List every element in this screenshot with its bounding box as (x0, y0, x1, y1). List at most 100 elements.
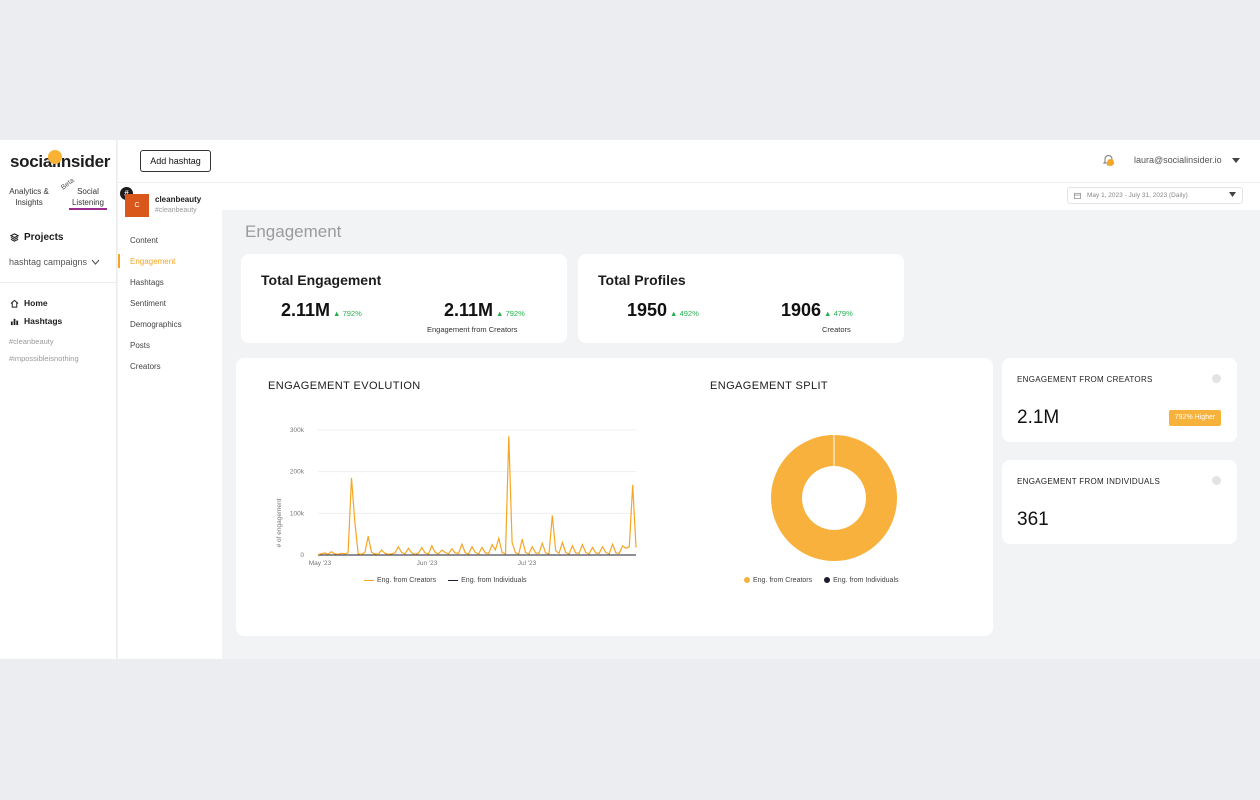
date-bar: May 1, 2023 - July 31, 2023 (Daily) (222, 183, 1260, 210)
campaign-select[interactable]: hashtag campaigns (9, 257, 100, 267)
subnav-engagement[interactable]: Engagement (130, 257, 176, 266)
sidebar-tag-cleanbeauty[interactable]: #cleanbeauty (9, 337, 54, 346)
engagement-charts-card: ENGAGEMENT EVOLUTION 0 100k 200k 300k May '… (236, 358, 993, 636)
legend-label: Eng. from Creators (753, 577, 813, 584)
series-line-creators (317, 436, 637, 556)
subnav-demographics[interactable]: Demographics (130, 320, 182, 329)
info-icon[interactable] (1212, 374, 1221, 383)
mode-analytics-insights[interactable]: Analytics & Insights (9, 187, 49, 207)
comparison-badge: 792% Higher (1169, 410, 1221, 426)
notification-badge (1107, 159, 1114, 166)
info-icon[interactable] (1212, 476, 1221, 485)
y-tick-labels: 0 100k 200k 300k (290, 427, 305, 559)
delta-value: 792% (342, 309, 362, 318)
kpi-individuals-card: ENGAGEMENT FROM INDIVIDUALS 361 (1002, 460, 1237, 544)
delta-value: 492% (679, 309, 699, 318)
user-menu[interactable]: laura@socialinsider.io (1134, 155, 1240, 165)
total-profiles-value: 1950 ▲ 492% (627, 300, 699, 321)
sidebar: socialinsider Analytics & Insights Beta … (0, 140, 117, 659)
kpi-value: 361 (1017, 509, 1049, 530)
campaign-select-value: hashtag campaigns (9, 257, 88, 267)
sidebar-item-label: Hashtags (24, 316, 63, 326)
kpi-value: 2.1M (1017, 407, 1060, 428)
top-bar: Add hashtag laura@socialinsider.io (118, 140, 1260, 183)
layers-icon (10, 233, 19, 242)
chevron-down-icon (91, 259, 100, 265)
calendar-icon (1074, 192, 1081, 199)
caret-down-icon (1231, 157, 1240, 163)
evolution-title: ENGAGEMENT EVOLUTION (268, 380, 421, 392)
kpi-title: ENGAGEMENT FROM INDIVIDUALS (1017, 477, 1161, 486)
hashtag-name: cleanbeauty (155, 195, 202, 204)
evolution-legend: Eng. from Creators Eng. from Individuals (364, 577, 527, 584)
logo-mark-icon (48, 150, 62, 164)
creators-engagement-label: Engagement from Creators (427, 325, 518, 334)
sidebar-item-hashtags[interactable]: Hashtags (10, 316, 62, 326)
subnav-sentiment[interactable]: Sentiment (130, 299, 167, 308)
stat-value: 2.11M (444, 300, 494, 320)
stat-value: 2.11M (281, 300, 331, 320)
hashtag-avatar: C (125, 194, 149, 217)
chart-grid (318, 429, 636, 556)
home-icon (10, 299, 19, 308)
sidebar-tag-impossibleisnothing[interactable]: #impossibleisnothing (9, 354, 79, 363)
stat-delta: ▲ 792% (333, 309, 362, 318)
legend-swatch (824, 577, 831, 584)
subnav-hashtags[interactable]: Hashtags (130, 278, 164, 287)
subnav-creators[interactable]: Creators (130, 362, 161, 371)
projects-heading[interactable]: Projects (10, 232, 63, 243)
stat-delta: ▲ 792% (496, 309, 525, 318)
legend-label: Eng. from Individuals (461, 577, 527, 584)
stat-value: 1950 (627, 300, 668, 320)
total-engagement-card: Total Engagement 2.11M ▲ 792% 2.11M ▲ 79… (241, 254, 567, 343)
date-range-picker[interactable]: May 1, 2023 - July 31, 2023 (Daily) (1067, 187, 1243, 204)
app-window: socialinsider Analytics & Insights Beta … (0, 140, 1260, 659)
page-title: Engagement (245, 222, 342, 241)
legend-item-creators[interactable]: Eng. from Creators (744, 577, 812, 584)
y-tick-label: 0 (300, 552, 304, 559)
creators-engagement-value: 2.11M ▲ 792% (444, 300, 525, 321)
split-title: ENGAGEMENT SPLIT (710, 380, 829, 392)
y-tick-label: 100k (290, 510, 305, 517)
donut-slice-creators[interactable] (770, 435, 897, 561)
legend-item-individuals[interactable]: Eng. from Individuals (448, 577, 527, 584)
creators-count-value: 1906 ▲ 479% (781, 300, 853, 321)
legend-swatch (364, 579, 374, 581)
delta-value: 479% (833, 309, 853, 318)
bar-chart-icon (10, 318, 19, 325)
legend-label: Eng. from Individuals (833, 577, 899, 584)
y-tick-label: 200k (290, 469, 305, 476)
x-tick-label: May '23 (309, 560, 332, 567)
x-tick-label: Jul '23 (518, 560, 537, 567)
legend-swatch (448, 579, 459, 581)
hashtag-handle: #cleanbeauty (155, 207, 197, 214)
user-email: laura@socialinsider.io (1134, 155, 1222, 165)
legend-item-individuals[interactable]: Eng. from Individuals (824, 577, 899, 584)
legend-item-creators[interactable]: Eng. from Creators (364, 577, 436, 584)
sidebar-item-label: Home (24, 298, 48, 308)
caret-down-icon (1229, 192, 1236, 197)
y-tick-label: 300k (290, 427, 305, 434)
hashtag-subnav: # C cleanbeauty #cleanbeauty Content Eng… (118, 183, 222, 659)
total-profiles-card: Total Profiles 1950 ▲ 492% 1906 ▲ 479% C… (578, 254, 904, 343)
kpi-creators-card: ENGAGEMENT FROM CREATORS 2.1M 792% Highe… (1002, 358, 1237, 442)
x-tick-label: Jun '23 (417, 560, 438, 567)
add-hashtag-button[interactable]: Add hashtag (140, 150, 211, 172)
subnav-content[interactable]: Content (130, 236, 159, 245)
subnav-posts[interactable]: Posts (130, 341, 151, 350)
stat-delta: ▲ 492% (670, 309, 699, 318)
mode-social-listening[interactable]: Social Listening (71, 187, 105, 207)
total-engagement-title: Total Engagement (261, 272, 382, 288)
sidebar-divider (0, 282, 117, 283)
creators-count-label: Creators (822, 325, 851, 334)
legend-swatch (744, 577, 750, 584)
delta-value: 792% (505, 309, 525, 318)
sidebar-item-home[interactable]: Home (10, 298, 48, 308)
total-engagement-value: 2.11M ▲ 792% (281, 300, 362, 321)
x-tick-labels: May '23 Jun '23 Jul '23 (309, 560, 537, 567)
total-profiles-title: Total Profiles (598, 272, 686, 288)
stat-value: 1906 (781, 300, 822, 320)
engagement-split-donut (770, 435, 897, 561)
date-range-value: May 1, 2023 - July 31, 2023 (Daily) (1087, 192, 1188, 199)
projects-label: Projects (24, 232, 64, 243)
